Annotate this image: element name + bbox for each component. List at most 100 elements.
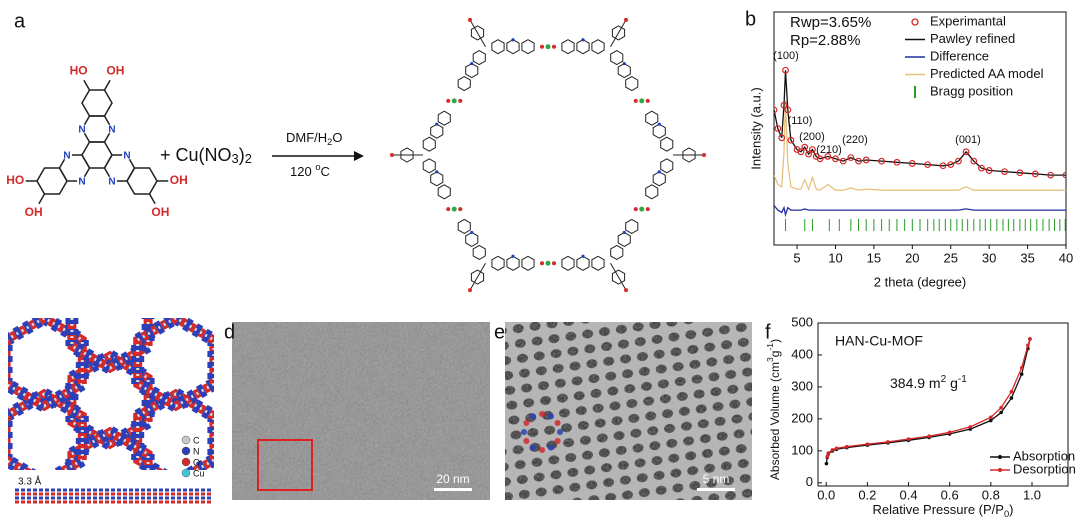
- text-segment: 2: [941, 374, 947, 385]
- legend-swatch: [181, 457, 191, 467]
- atom-bg: [77, 175, 87, 186]
- legend-label: Predicted AA model: [930, 66, 1044, 81]
- text-segment: 120: [290, 164, 315, 179]
- model-overlay: [523, 438, 530, 444]
- surface-area: 384.9 m2 g-1: [890, 374, 967, 391]
- sample-label: HAN-Cu-MOF: [835, 333, 923, 349]
- linker-ring: [457, 218, 471, 234]
- panel-label: a: [14, 10, 26, 32]
- oxygen-dot: [540, 261, 544, 266]
- model-overlay: [548, 444, 554, 451]
- nitrogen-dot: [657, 170, 661, 174]
- linker-ring: [652, 123, 666, 139]
- model-overlay: [530, 444, 536, 451]
- data-point: [805, 150, 812, 158]
- text-segment: 0: [1004, 509, 1009, 519]
- data-point: [1016, 169, 1024, 177]
- data-line: [774, 100, 1066, 191]
- pore-wall: [70, 354, 150, 446]
- nitrogen-dot: [511, 38, 515, 42]
- atom-label: N: [108, 125, 115, 136]
- ring: [126, 167, 158, 195]
- node-ring: [611, 25, 626, 41]
- model-overlay: [557, 429, 563, 435]
- model-overlay: [523, 420, 530, 426]
- linker-ring: [660, 158, 674, 174]
- x-tick-label: 0.4: [899, 487, 917, 502]
- oxygen-dot: [552, 261, 556, 266]
- node-ring: [682, 147, 696, 163]
- atom-label: N: [78, 177, 85, 188]
- linker-ring: [506, 255, 520, 271]
- tem-image-d: [232, 322, 490, 500]
- hydroxyl-label: HO: [6, 173, 24, 187]
- data-point: [999, 410, 1003, 415]
- data-point: [970, 157, 978, 165]
- linker-ring: [422, 158, 436, 174]
- data-point: [878, 157, 885, 165]
- plot-frame: [817, 322, 1069, 487]
- copper-dot: [451, 98, 457, 104]
- oxygen-dot: [633, 207, 638, 212]
- atom-bg: [107, 124, 117, 135]
- pore-wall: [8, 318, 84, 408]
- oxygen-dot: [552, 44, 556, 49]
- scale-bar: [434, 488, 472, 491]
- x-tick-label: 0.2: [858, 487, 876, 502]
- ring: [36, 167, 68, 195]
- model-overlay: [554, 438, 561, 444]
- data-point: [832, 155, 839, 163]
- nitrogen-dot: [511, 254, 515, 258]
- linker-ring: [521, 255, 535, 271]
- linker-ring: [617, 63, 631, 79]
- atom-bg: [107, 175, 117, 186]
- copper-dot: [639, 206, 645, 212]
- x-tick-label: 0.8: [982, 487, 1000, 502]
- text-segment: -1: [958, 374, 967, 385]
- data-point: [908, 160, 916, 167]
- linker-ring: [610, 244, 624, 260]
- data-point: [787, 136, 795, 144]
- hydroxyl-label: OH: [106, 63, 124, 77]
- pore-wall: [136, 318, 214, 408]
- scale-bar: [697, 488, 735, 491]
- model-overlay: [554, 420, 561, 426]
- hydroxyl-label: HO: [70, 63, 88, 77]
- y-tick-label: 500: [791, 314, 813, 329]
- nitrogen-dot: [657, 122, 661, 126]
- copper-dot: [545, 44, 551, 50]
- linker-ring: [652, 171, 666, 187]
- text-segment: 2: [245, 151, 252, 166]
- linker-ring: [645, 184, 659, 200]
- data-point: [774, 106, 778, 114]
- x-tick-label: 0.6: [941, 487, 959, 502]
- hydroxyl-label: OH: [151, 205, 169, 219]
- pore-wall: [67, 426, 153, 470]
- text-segment: -1: [765, 343, 775, 351]
- legend-label: Absorption: [1013, 448, 1075, 463]
- data-point: [778, 134, 786, 142]
- data-point: [927, 434, 931, 438]
- atom-label: N: [123, 151, 130, 162]
- y-tick-label: 300: [791, 378, 813, 393]
- fit-annotation: Rp=2.88%: [790, 32, 860, 49]
- atom-bg: [77, 124, 87, 135]
- legend-marker: [998, 455, 1002, 459]
- linker-ring: [465, 231, 479, 247]
- legend-label: C: [193, 435, 200, 445]
- data-point: [774, 125, 782, 132]
- interlayer-label: 3.3 Å: [18, 475, 42, 488]
- data-point: [865, 442, 870, 446]
- panel-label: d: [224, 321, 235, 343]
- data-point: [978, 164, 985, 172]
- text-segment: 2: [327, 137, 332, 147]
- atom-bg: [122, 150, 132, 160]
- pore-wall: [133, 388, 214, 470]
- legend-label: O: [193, 457, 200, 467]
- model-overlay: [539, 411, 545, 417]
- linker-ring: [430, 171, 444, 187]
- text-segment: g: [946, 375, 958, 391]
- x-tick-label: 10: [828, 250, 842, 265]
- linker-ring: [430, 123, 444, 139]
- x-tick-label: 15: [867, 250, 881, 265]
